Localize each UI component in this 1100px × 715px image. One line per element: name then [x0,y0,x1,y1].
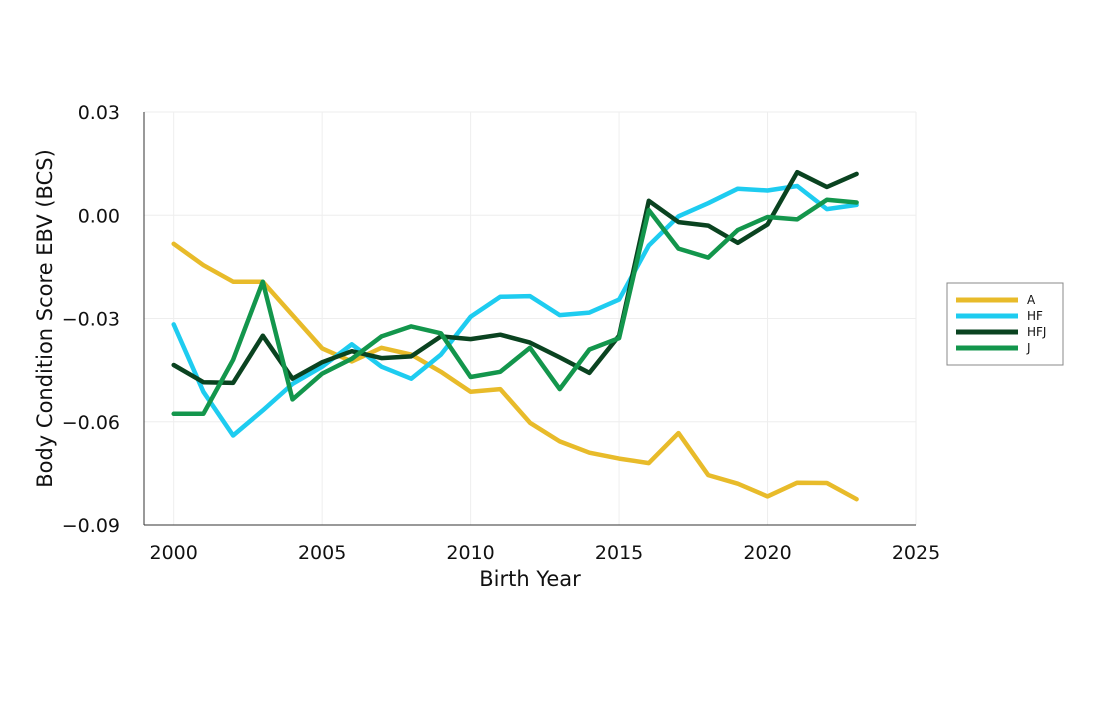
legend-label-hfj: HFJ [1027,325,1046,339]
series-line-hfj [171,169,859,386]
legend-label-hf: HF [1027,309,1043,323]
x-tick-labels: 2000 2005 2010 2015 2020 2025 [150,542,941,564]
y-axis-title: Body Condition Score EBV (BCS) [33,149,57,488]
x-tick-label: 2010 [446,542,494,564]
legend-frame [946,282,1064,366]
y-tick-label: 0.03 [78,102,120,124]
axes [143,112,916,526]
y-tick-label: −0.09 [62,515,120,537]
x-tick-label: 2025 [892,542,940,564]
x-axis-title: Birth Year [479,567,581,591]
x-tick-label: 2015 [595,542,643,564]
series-line-a [171,241,859,502]
legend-label-j: J [1026,341,1031,355]
series-line-j [171,197,859,417]
y-tick-label: −0.03 [62,309,120,331]
legend: A HF HFJ J [946,282,1064,366]
y-tick-label: 0.00 [78,205,120,227]
x-tick-label: 2005 [298,542,346,564]
series-lines [171,169,859,502]
x-tick-label: 2020 [743,542,791,564]
y-tick-labels: 0.03 0.00 −0.03 −0.06 −0.09 [62,102,120,537]
x-tick-label: 2000 [150,542,198,564]
legend-label-a: A [1027,293,1036,307]
y-tick-label: −0.06 [62,412,120,434]
